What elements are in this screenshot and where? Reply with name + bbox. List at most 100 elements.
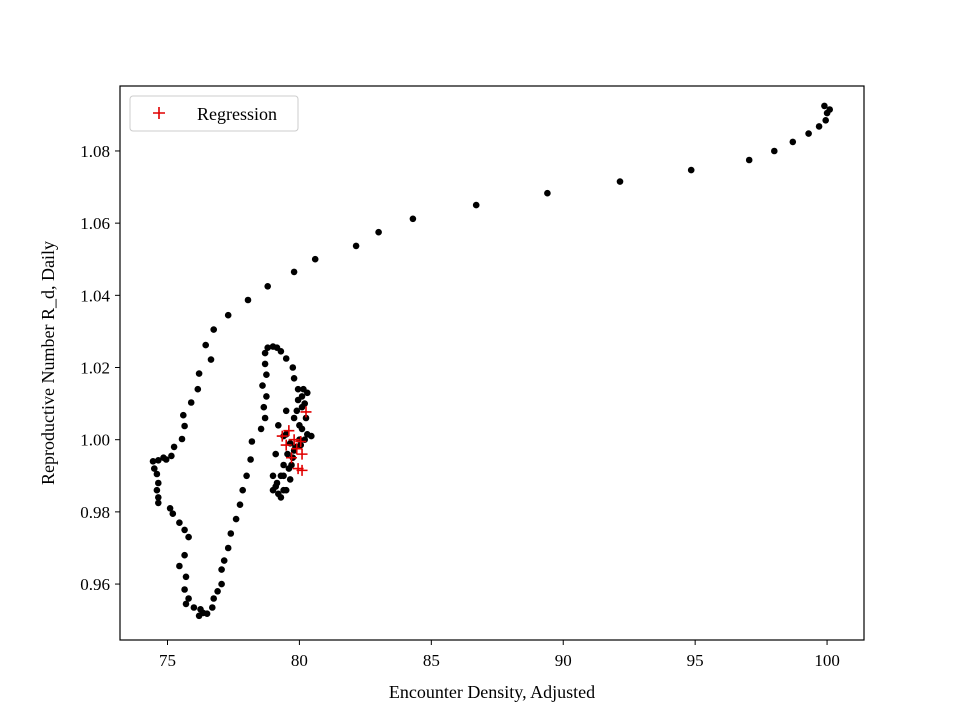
x-tick-label: 90 xyxy=(555,651,572,670)
observed-point xyxy=(160,454,167,462)
observed-point xyxy=(284,450,291,458)
observed-point xyxy=(263,371,270,379)
regression-point xyxy=(295,435,307,447)
regression-point xyxy=(288,434,300,446)
observed-point xyxy=(280,486,287,494)
observed-point xyxy=(771,147,778,155)
x-tick-label: 85 xyxy=(423,651,440,670)
x-axis-ticks: 75 80 85 90 95 100 xyxy=(159,640,840,670)
observed-point xyxy=(176,519,183,526)
observed-point xyxy=(153,470,161,478)
observed-point xyxy=(290,268,298,276)
observed-point xyxy=(261,414,269,422)
data-marks xyxy=(149,102,833,620)
observed-point xyxy=(275,490,282,498)
legend-label-regression: Regression xyxy=(197,104,277,124)
plot-area-frame xyxy=(119,85,865,641)
observed-point xyxy=(202,341,209,349)
observed-point xyxy=(409,215,417,223)
y-tick-label: 1.06 xyxy=(80,214,110,233)
observed-point xyxy=(687,166,695,174)
y-tick-label: 1.08 xyxy=(80,142,110,161)
legend: Regression xyxy=(129,95,299,132)
observed-point xyxy=(261,349,269,357)
observed-point xyxy=(176,562,183,570)
observed-point xyxy=(280,461,287,469)
observed-point xyxy=(308,432,315,440)
observed-point xyxy=(822,117,829,124)
observed-point xyxy=(275,422,282,429)
observed-point xyxy=(289,364,297,371)
observed-point xyxy=(311,255,319,263)
observed-point xyxy=(155,457,162,464)
observed-point xyxy=(155,499,162,507)
observed-point xyxy=(170,443,178,451)
observed-point xyxy=(352,242,360,250)
observed-point xyxy=(207,356,215,363)
observed-point xyxy=(290,375,298,382)
observed-point xyxy=(210,595,217,602)
regression-point xyxy=(283,425,295,437)
observed-point xyxy=(264,344,272,352)
observed-point xyxy=(272,483,280,490)
observed-point xyxy=(182,600,190,608)
x-tick-label: 80 xyxy=(291,651,308,670)
observed-point xyxy=(805,130,812,137)
regression-point xyxy=(300,406,312,418)
observed-point xyxy=(472,201,480,209)
observed-point xyxy=(282,407,290,415)
observed-point xyxy=(261,360,269,368)
regression-point xyxy=(291,443,303,455)
observed-point xyxy=(243,472,250,480)
legend-plus-mark xyxy=(153,107,165,119)
observed-point xyxy=(277,348,285,355)
x-axis-label: Encounter Density, Adjusted xyxy=(389,682,595,702)
regression-point xyxy=(296,448,308,460)
observed-point xyxy=(209,604,216,611)
observed-point xyxy=(248,438,256,445)
observed-point xyxy=(247,456,254,463)
observed-point xyxy=(210,326,217,333)
observed-point xyxy=(239,486,246,494)
y-axis-ticks: 0.96 0.98 1.00 1.02 1.04 1.06 1.08 xyxy=(80,142,120,594)
observed-point xyxy=(220,557,228,564)
observed-point xyxy=(375,228,382,236)
observed-point xyxy=(168,452,175,460)
regression-point xyxy=(285,452,297,464)
observed-point xyxy=(194,385,202,393)
observed-point xyxy=(259,382,266,389)
x-tick-label: 75 xyxy=(159,651,176,670)
observed-point xyxy=(214,588,221,595)
observed-point xyxy=(280,472,287,480)
observed-point xyxy=(151,465,158,472)
observed-point xyxy=(257,425,265,433)
observed-point xyxy=(294,385,302,393)
observed-point xyxy=(195,370,203,377)
observed-point xyxy=(224,311,232,319)
y-tick-label: 0.96 xyxy=(80,575,110,594)
observed-point xyxy=(181,551,188,559)
observed-point xyxy=(269,472,277,480)
observed-point xyxy=(236,501,244,509)
observed-point xyxy=(290,414,298,422)
observed-point xyxy=(789,138,797,146)
observed-point xyxy=(178,435,186,443)
observed-point xyxy=(181,586,188,593)
observed-point xyxy=(155,479,162,487)
observed-point xyxy=(185,595,192,602)
observed-point xyxy=(203,610,211,617)
observed-point xyxy=(293,407,301,415)
observed-point xyxy=(260,403,268,411)
observed-point xyxy=(272,450,280,458)
observed-point xyxy=(745,156,753,164)
observed-point xyxy=(155,494,162,501)
observed-point xyxy=(166,505,174,512)
observed-point xyxy=(190,604,198,611)
observed-point xyxy=(823,109,831,117)
observed-point xyxy=(232,515,240,523)
observed-point xyxy=(821,102,828,110)
y-tick-label: 1.00 xyxy=(80,431,110,450)
observed-point xyxy=(294,396,302,404)
observed-point xyxy=(300,385,307,393)
